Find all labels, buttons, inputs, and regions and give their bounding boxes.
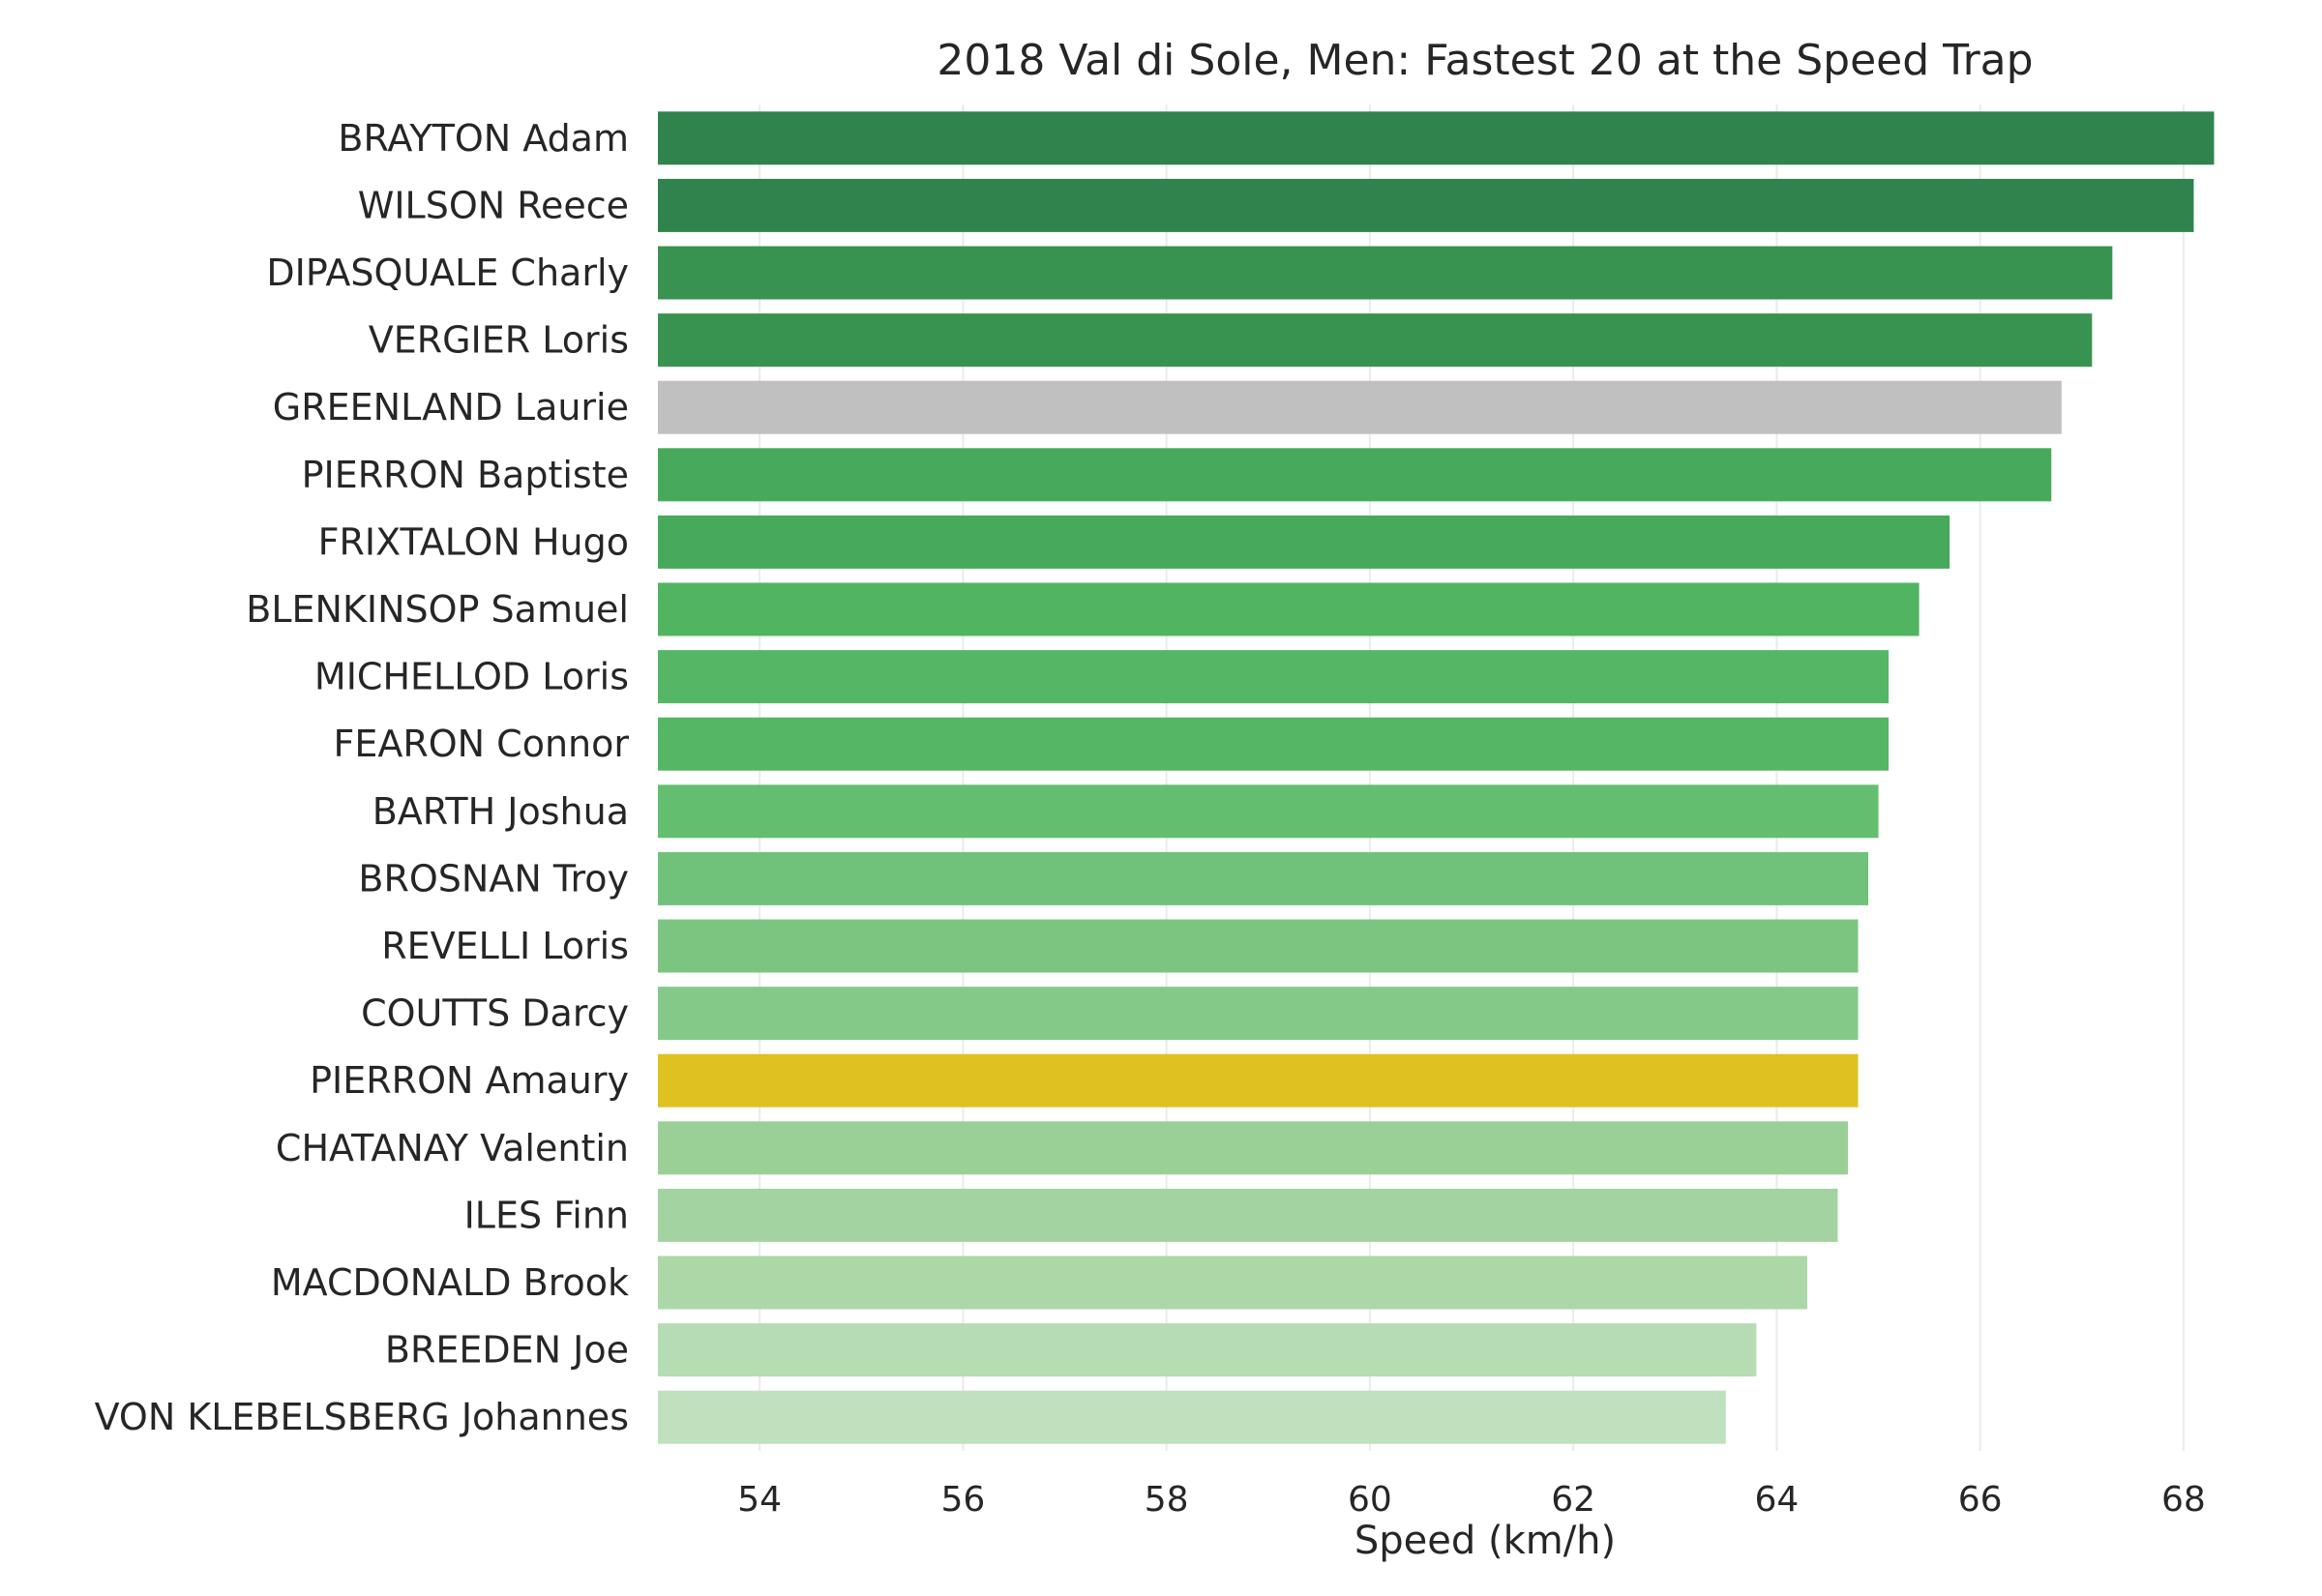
chart-title: 2018 Val di Sole, Men: Fastest 20 at the…	[937, 36, 2033, 85]
bar	[658, 1188, 1838, 1242]
category-label: BLENKINSOP Samuel	[246, 588, 629, 631]
bar	[658, 717, 1890, 771]
bar	[658, 650, 1890, 704]
category-label: DIPASQUALE Charly	[266, 251, 629, 294]
bar	[658, 380, 2062, 434]
x-tick-label: 68	[2161, 1480, 2206, 1520]
category-label: CHATANAY Valentin	[276, 1127, 629, 1169]
category-label: BARTH Joshua	[372, 790, 629, 833]
x-tick-label: 56	[940, 1480, 985, 1520]
bar	[658, 1256, 1807, 1310]
bar	[658, 313, 2093, 368]
bar	[658, 1121, 1848, 1175]
bar	[658, 784, 1879, 839]
category-label: BRAYTON Adam	[338, 117, 629, 160]
category-label: GREENLAND Laurie	[273, 386, 629, 429]
x-tick-label: 66	[1958, 1480, 2003, 1520]
bar	[658, 582, 1920, 636]
gridlines	[759, 104, 2185, 1451]
category-label: ILES Finn	[464, 1194, 629, 1236]
category-label: MICHELLOD Loris	[314, 656, 629, 698]
bar	[658, 246, 2113, 300]
bar	[658, 515, 1950, 569]
bar	[658, 111, 2215, 165]
category-label: WILSON Reece	[358, 184, 629, 226]
category-labels: BRAYTON Adam WILSON Reece DIPASQUALE Charl…	[95, 117, 630, 1438]
x-tick-label: 62	[1551, 1480, 1595, 1520]
bar	[658, 178, 2194, 232]
x-tick-label: 60	[1348, 1480, 1392, 1520]
x-tick-label: 64	[1755, 1480, 1800, 1520]
bar	[658, 1390, 1726, 1444]
x-axis-label: Speed (km/h)	[1354, 1519, 1616, 1563]
bar	[658, 448, 2052, 502]
bar	[658, 1053, 1859, 1108]
x-tick-label: 58	[1145, 1480, 1189, 1520]
category-label: FEARON Connor	[333, 723, 629, 765]
x-tick-labels: 54 56 58 60 62 64 66 68	[737, 1480, 2206, 1520]
category-label: VERGIER Loris	[369, 319, 629, 362]
category-label: MACDONALD Brook	[271, 1261, 629, 1304]
category-label: REVELLI Loris	[381, 925, 629, 967]
bar	[658, 919, 1859, 973]
bar	[658, 1323, 1757, 1377]
category-label: VON KLEBELSBERG Johannes	[95, 1396, 629, 1438]
bar	[658, 987, 1859, 1041]
category-label: PIERRON Baptiste	[302, 454, 629, 496]
category-label: BREEDEN Joe	[385, 1329, 629, 1372]
bars	[658, 111, 2215, 1444]
category-label: COUTTS Darcy	[361, 992, 629, 1035]
x-tick-label: 54	[737, 1480, 782, 1520]
category-label: FRIXTALON Hugo	[318, 520, 629, 563]
category-label: BROSNAN Troy	[358, 857, 629, 900]
category-label: PIERRON Amaury	[310, 1059, 629, 1102]
bar	[658, 851, 1869, 905]
